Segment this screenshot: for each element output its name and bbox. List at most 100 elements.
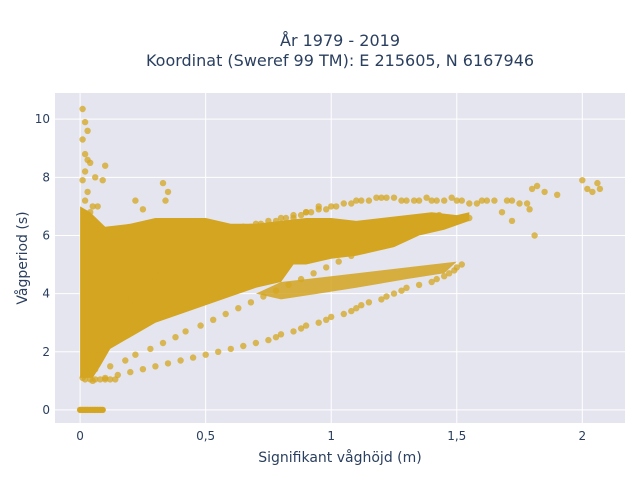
data-point-6	[87, 159, 94, 166]
data-point-19	[94, 249, 101, 257]
data-point-257	[112, 376, 119, 383]
data-point-73	[232, 226, 239, 233]
data-point-164	[202, 351, 209, 358]
data-point-10	[81, 197, 89, 204]
data-point-104	[428, 197, 435, 204]
data-point-57	[147, 281, 154, 289]
data-point-148	[353, 305, 360, 312]
data-point-155	[297, 325, 305, 332]
data-point-154	[302, 322, 310, 329]
data-point-97	[383, 194, 390, 201]
y-tick-label-0: 0	[42, 403, 50, 417]
data-point-32	[89, 325, 96, 332]
data-point-141	[403, 284, 410, 291]
data-point-103	[423, 194, 430, 201]
data-point-129	[531, 232, 538, 239]
data-point-144	[383, 293, 390, 300]
dense-cloud-lower-band	[255, 261, 457, 300]
data-point-55	[137, 293, 144, 300]
data-point-152	[323, 316, 330, 323]
data-point-199	[423, 217, 430, 225]
data-point-69	[207, 232, 214, 239]
data-point-230	[428, 223, 435, 230]
data-point-253	[92, 376, 99, 383]
data-point-158	[272, 334, 280, 341]
data-point-234	[132, 197, 139, 204]
data-point-218	[277, 220, 285, 227]
data-point-9	[84, 188, 91, 196]
x-tick-labels: 0 0,5 1 1,5 2	[76, 429, 586, 443]
data-point-85	[307, 209, 315, 216]
data-point-7	[81, 168, 89, 175]
data-point-29	[81, 307, 89, 315]
data-point-167	[164, 360, 172, 367]
data-point-8	[79, 177, 86, 184]
data-point-237	[99, 177, 106, 184]
data-point-221	[315, 203, 322, 210]
y-tick-label-1: 2	[42, 345, 50, 359]
data-point-140	[415, 281, 423, 289]
data-point-203	[107, 307, 114, 315]
data-point-42	[84, 368, 91, 376]
data-point-137	[441, 273, 448, 280]
data-point-197	[398, 229, 405, 236]
data-point-78	[265, 217, 272, 225]
data-point-133	[458, 261, 465, 268]
data-point-238	[92, 174, 99, 181]
data-point-227	[390, 232, 398, 239]
data-point-124	[584, 185, 591, 193]
data-point-110	[466, 200, 473, 207]
data-point-228	[403, 229, 410, 236]
data-point-146	[365, 299, 373, 306]
data-point-120	[533, 182, 541, 190]
data-point-200	[436, 211, 443, 219]
data-point-51	[117, 316, 124, 323]
data-points	[76, 105, 604, 414]
data-point-106	[441, 197, 448, 204]
data-point-117	[516, 200, 523, 207]
data-point-233	[162, 197, 169, 204]
data-point-174	[107, 363, 114, 370]
data-point-165	[189, 354, 197, 361]
data-point-63	[177, 246, 184, 254]
data-point-150	[340, 310, 347, 318]
data-point-205	[122, 296, 129, 303]
data-point-11	[89, 203, 96, 210]
x-tick-label-2: 1	[327, 429, 335, 443]
data-point-12	[87, 209, 94, 216]
data-point-79	[272, 217, 280, 225]
data-point-195	[373, 241, 380, 248]
data-point-149	[348, 307, 355, 315]
data-point-53	[127, 305, 134, 312]
data-point-170	[127, 368, 134, 376]
data-point-153	[315, 319, 322, 326]
data-point-24	[89, 278, 96, 286]
data-point-193	[348, 252, 355, 259]
data-point-181	[197, 322, 204, 329]
data-point-80	[277, 214, 285, 222]
data-point-93	[358, 197, 365, 204]
data-point-47	[99, 339, 106, 347]
data-point-113	[483, 197, 491, 204]
data-point-118	[523, 200, 531, 207]
data-point-52	[122, 310, 129, 318]
data-point-188	[285, 281, 292, 289]
data-point-187	[272, 287, 280, 294]
data-point-256	[107, 376, 114, 383]
data-point-136	[446, 270, 453, 277]
data-point-83	[297, 211, 305, 219]
data-point-36	[84, 348, 91, 355]
data-point-92	[353, 197, 360, 204]
data-point-111	[473, 200, 481, 207]
data-point-66	[192, 238, 199, 245]
data-point-126	[594, 179, 601, 187]
data-point-101	[410, 197, 418, 204]
data-point-59	[157, 270, 164, 277]
data-point-183	[222, 310, 229, 318]
data-point-65	[187, 241, 194, 248]
data-point-207	[139, 284, 147, 291]
data-point-250	[99, 406, 106, 414]
data-point-176	[132, 351, 139, 358]
data-point-208	[152, 278, 159, 286]
